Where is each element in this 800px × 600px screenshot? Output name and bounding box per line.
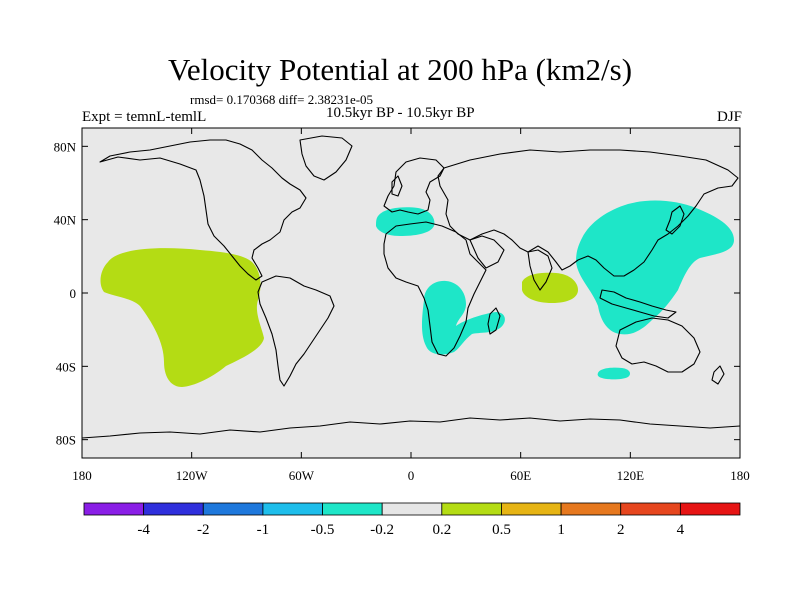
colorbar-level-label: 0.5	[492, 522, 511, 538]
lat-tick-label: 80S	[56, 433, 76, 448]
coast-asia	[437, 149, 739, 277]
coast-north-america	[99, 139, 307, 281]
colorbar: -4 -2 -1 -0.5 -0.2 0.2 0.5 1 2 4	[83, 502, 741, 538]
coast-uk	[391, 175, 403, 197]
lon-tick-label: 180	[730, 468, 750, 483]
lon-tick-label: 180	[72, 468, 92, 483]
colorbar-swatch	[381, 502, 443, 516]
coast-antarctica	[82, 417, 740, 439]
coast-madagascar	[487, 307, 501, 335]
coast-europe	[383, 157, 445, 215]
colorbar-level-label: -0.5	[311, 522, 335, 538]
lat-tick-label: 80N	[54, 139, 77, 154]
region-indian-ocean-positive	[522, 272, 578, 303]
colorbar-level-label: -4	[137, 522, 150, 538]
lon-tick-label: 120W	[176, 468, 209, 483]
lon-tick-label: 60E	[510, 468, 531, 483]
colorbar-swatch	[501, 502, 562, 516]
lat-tick-label: 0	[70, 286, 77, 301]
coast-india	[527, 249, 553, 291]
coast-africa	[383, 221, 487, 357]
experiment-label: Expt = temnL-temlL	[82, 109, 207, 125]
colorbar-level-label: 4	[677, 522, 685, 538]
colorbar-swatch	[262, 502, 323, 516]
coast-new-zealand	[711, 365, 725, 385]
lon-tick-label: 120E	[617, 468, 645, 483]
colorbar-swatch	[322, 502, 383, 516]
lon-tick-label: 60W	[289, 468, 315, 483]
coast-japan	[665, 205, 685, 235]
lon-tick-label: 0	[408, 468, 415, 483]
colorbar-swatch	[83, 502, 145, 516]
coast-greenland	[299, 135, 353, 181]
colorbar-swatch	[143, 502, 204, 516]
coast-indonesia	[599, 289, 677, 319]
map-title: Velocity Potential at 200 hPa (km2/s)	[167, 52, 633, 87]
region-east-pacific-positive	[100, 248, 264, 387]
coast-australia	[615, 317, 701, 373]
stats-label: rmsd= 0.170368 diff= 2.38231e-05	[190, 92, 374, 107]
colorbar-level-label: -1	[257, 522, 270, 538]
colorbar-level-label: -0.2	[370, 522, 394, 538]
colorbar-level-label: 0.2	[432, 522, 451, 538]
shaded-regions	[100, 200, 734, 387]
period-label: 10.5kyr BP - 10.5kyr BP	[326, 105, 475, 121]
axis-ticks: 180 120W 60W 0 60E 120E 180 80N 40N 0 40S 80S	[54, 128, 750, 483]
coast-south-america	[257, 275, 335, 387]
coastlines	[82, 135, 740, 439]
coast-arabia	[469, 235, 505, 269]
region-africa-negative	[422, 280, 505, 355]
region-south-australia-negative	[597, 367, 630, 380]
region-maritime-continent-negative	[576, 200, 734, 335]
colorbar-level-label: -2	[197, 522, 210, 538]
region-mediterranean-negative	[376, 207, 435, 236]
lat-tick-label: 40S	[56, 359, 76, 374]
season-label: DJF	[716, 109, 742, 125]
colorbar-level-label: 1	[557, 522, 565, 538]
lat-tick-label: 40N	[54, 213, 77, 228]
colorbar-swatch	[620, 502, 681, 516]
colorbar-swatch	[202, 502, 264, 516]
colorbar-level-label: 2	[617, 522, 625, 538]
colorbar-swatch	[560, 502, 622, 516]
colorbar-swatch	[441, 502, 502, 516]
colorbar-swatch	[679, 502, 741, 516]
